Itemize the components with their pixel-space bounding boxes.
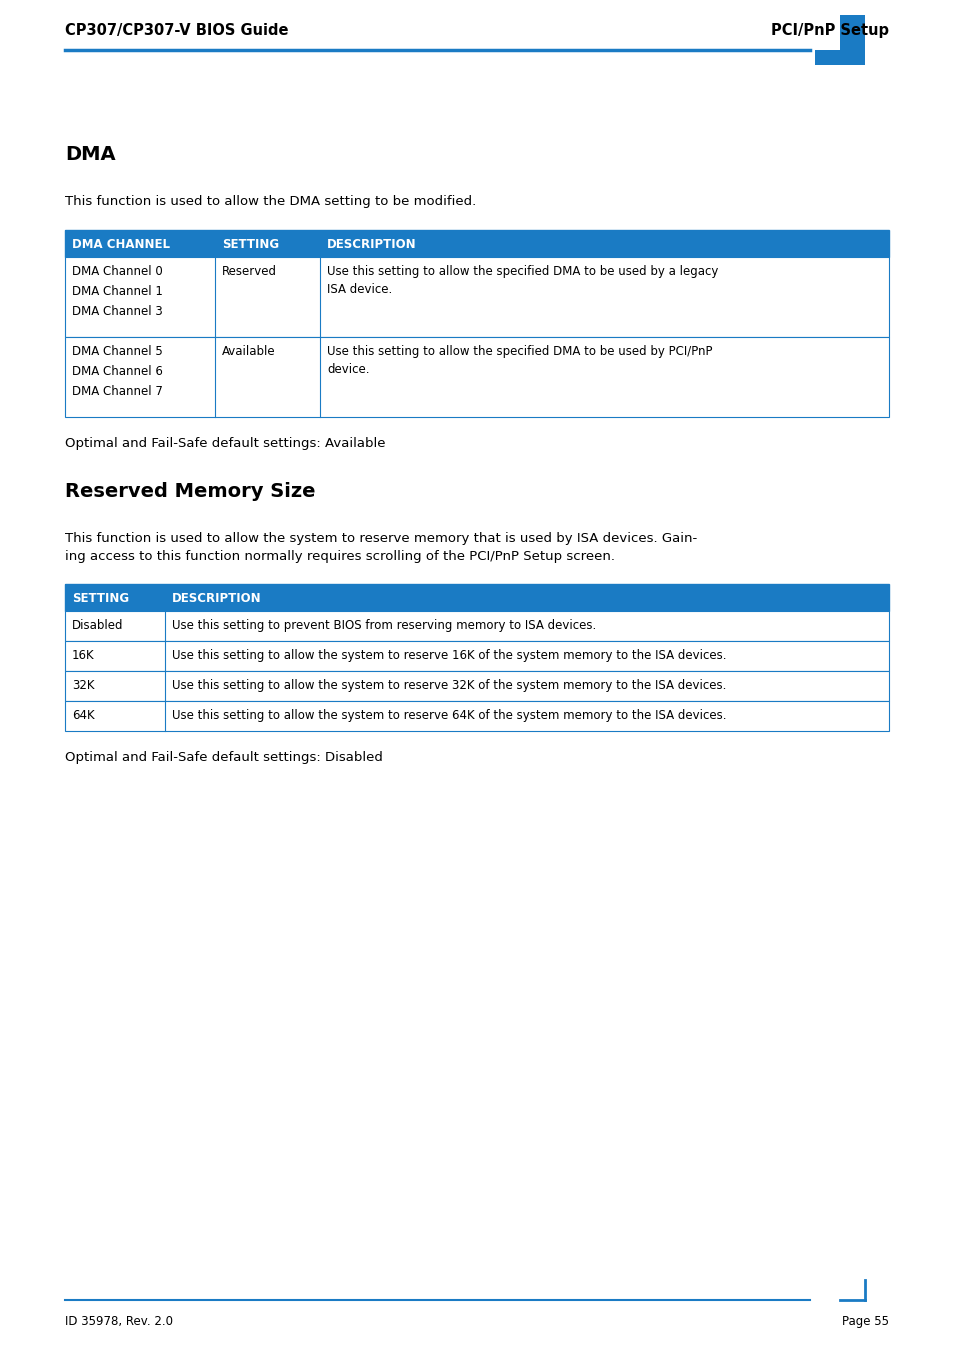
Bar <box>65 585 888 612</box>
Text: Reserved: Reserved <box>222 265 276 278</box>
Text: Disabled: Disabled <box>71 620 123 633</box>
Text: Page 55: Page 55 <box>841 1315 888 1328</box>
Text: DESCRIPTION: DESCRIPTION <box>327 238 416 251</box>
Text: Available: Available <box>222 346 275 358</box>
Text: SETTING: SETTING <box>222 238 279 251</box>
Bar <box>65 338 888 417</box>
Bar <box>65 230 888 256</box>
Text: This function is used to allow the system to reserve memory that is used by ISA : This function is used to allow the syste… <box>65 532 697 545</box>
Bar <box>65 612 888 641</box>
Text: 16K: 16K <box>71 649 94 663</box>
Text: Reserved Memory Size: Reserved Memory Size <box>65 482 315 501</box>
Text: Use this setting to allow the specified DMA to be used by a legacy
ISA device.: Use this setting to allow the specified … <box>327 265 718 296</box>
Bar <box>65 701 888 730</box>
Bar <box>65 671 888 701</box>
Text: PCI/PnP Setup: PCI/PnP Setup <box>770 23 888 38</box>
Text: Use this setting to allow the specified DMA to be used by PCI/PnP
device.: Use this setting to allow the specified … <box>327 346 712 377</box>
Bar <box>65 641 888 671</box>
Text: SETTING: SETTING <box>71 593 129 605</box>
Text: DMA Channel 5
DMA Channel 6
DMA Channel 7: DMA Channel 5 DMA Channel 6 DMA Channel … <box>71 346 163 398</box>
Text: ID 35978, Rev. 2.0: ID 35978, Rev. 2.0 <box>65 1315 172 1328</box>
Text: DMA: DMA <box>65 144 115 163</box>
Text: 32K: 32K <box>71 679 94 693</box>
Text: Use this setting to prevent BIOS from reserving memory to ISA devices.: Use this setting to prevent BIOS from re… <box>172 620 596 633</box>
Text: Use this setting to allow the system to reserve 64K of the system memory to the : Use this setting to allow the system to … <box>172 710 726 722</box>
Text: DMA Channel 0
DMA Channel 1
DMA Channel 3: DMA Channel 0 DMA Channel 1 DMA Channel … <box>71 265 163 319</box>
Text: DESCRIPTION: DESCRIPTION <box>172 593 261 605</box>
Text: ing access to this function normally requires scrolling of the PCI/PnP Setup scr: ing access to this function normally req… <box>65 549 615 563</box>
Text: 64K: 64K <box>71 710 94 722</box>
Text: DMA CHANNEL: DMA CHANNEL <box>71 238 170 251</box>
Bar <box>65 230 888 256</box>
Text: This function is used to allow the DMA setting to be modified.: This function is used to allow the DMA s… <box>65 194 476 208</box>
Bar <box>65 256 888 338</box>
Text: Optimal and Fail-Safe default settings: Available: Optimal and Fail-Safe default settings: … <box>65 437 385 450</box>
Text: Optimal and Fail-Safe default settings: Disabled: Optimal and Fail-Safe default settings: … <box>65 751 382 764</box>
Bar <box>840 15 864 65</box>
Text: Use this setting to allow the system to reserve 16K of the system memory to the : Use this setting to allow the system to … <box>172 649 726 663</box>
Text: Use this setting to allow the system to reserve 32K of the system memory to the : Use this setting to allow the system to … <box>172 679 725 693</box>
Bar <box>65 585 888 612</box>
Text: CP307/CP307-V BIOS Guide: CP307/CP307-V BIOS Guide <box>65 23 288 38</box>
Bar <box>814 50 864 65</box>
